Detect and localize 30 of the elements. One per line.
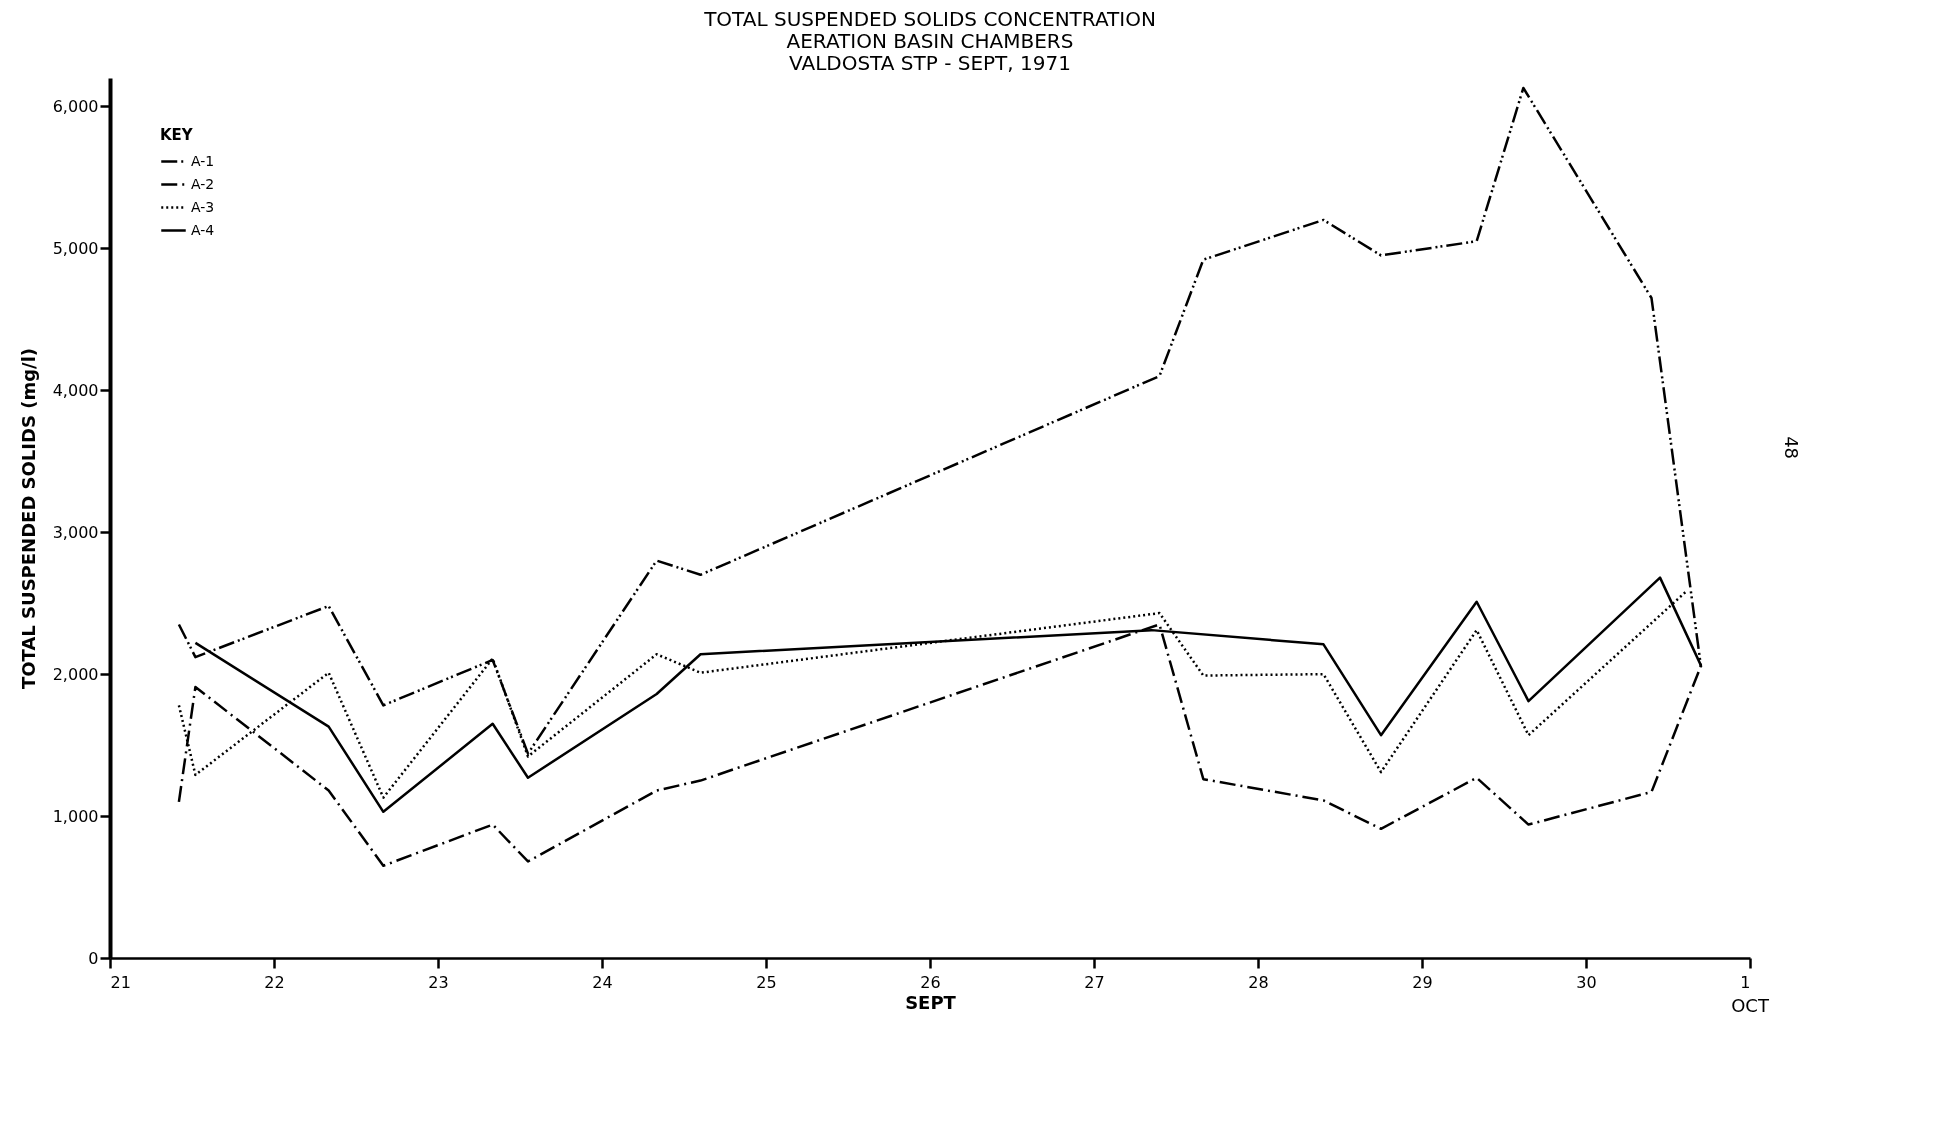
x-axis-title: SEPT (905, 991, 957, 1013)
y-tick-label: 2,000 (52, 664, 99, 684)
legend-label: A-1 (191, 152, 215, 169)
x-tick-label: 27 (1084, 972, 1105, 992)
x-tick-label: 23 (428, 972, 449, 992)
x-tick-label: 1 (1740, 972, 1751, 992)
x-tick-label: 29 (1412, 972, 1433, 992)
text: TOTAL SUSPENDED SOLIDS CONCENTRATION (704, 7, 1156, 31)
x-tick-label: 26 (920, 972, 941, 992)
y-tick-label: 1,000 (52, 806, 99, 826)
x-tick-label: 30 (1576, 972, 1597, 992)
text: AERATION BASIN CHAMBERS (786, 29, 1074, 53)
y-tick-label: 4,000 (52, 380, 99, 400)
y-tick-label: 5,000 (52, 238, 99, 258)
x-tick-label: 24 (592, 972, 613, 992)
y-axis-title: TOTAL SUSPENDED SOLIDS (mg/l) (17, 347, 39, 690)
legend-title: KEY (160, 126, 194, 144)
x-tick-label: 28 (1248, 972, 1269, 992)
x-tick-label: 22 (264, 972, 285, 992)
text: OCT (1731, 995, 1770, 1016)
y-tick-label: 3,000 (52, 522, 99, 542)
y-tick-label: 0 (88, 948, 99, 968)
text: 48 (1781, 436, 1802, 460)
y-tick-label: 6,000 (52, 96, 99, 116)
legend-label: A-2 (191, 175, 215, 192)
legend-label: A-3 (191, 198, 215, 215)
legend-label: A-4 (191, 221, 215, 238)
x-tick-label: 25 (756, 972, 777, 992)
x-tick-label: 21 (110, 972, 131, 992)
text: VALDOSTA STP - SEPT, 1971 (789, 51, 1071, 75)
